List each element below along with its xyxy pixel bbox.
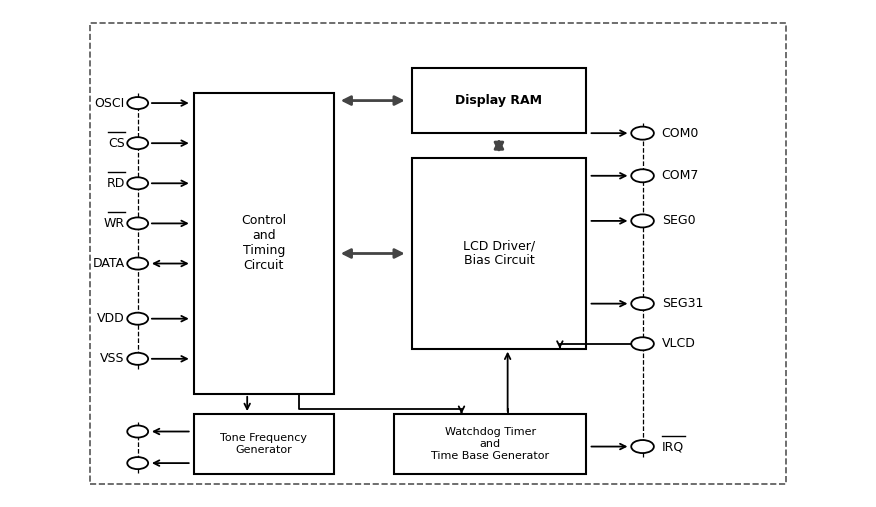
Bar (194, 414, 334, 474)
Text: VSS: VSS (100, 352, 124, 366)
Circle shape (632, 214, 653, 228)
Circle shape (127, 177, 148, 189)
Circle shape (127, 425, 148, 438)
Circle shape (632, 169, 653, 183)
Circle shape (127, 218, 148, 230)
Text: VDD: VDD (97, 312, 124, 325)
Text: CS: CS (108, 137, 124, 150)
Text: SEG31: SEG31 (661, 297, 703, 310)
Bar (394, 414, 586, 474)
Text: RD: RD (106, 177, 124, 190)
Text: DATA: DATA (93, 257, 124, 270)
Text: VLCD: VLCD (661, 337, 696, 350)
Circle shape (127, 97, 148, 109)
Circle shape (632, 127, 653, 139)
Circle shape (632, 337, 653, 350)
Bar (194, 93, 334, 394)
Circle shape (127, 313, 148, 324)
Text: LCD Driver/
Bias Circuit: LCD Driver/ Bias Circuit (463, 239, 535, 268)
Text: Watchdog Timer
and
Time Base Generator: Watchdog Timer and Time Base Generator (431, 427, 549, 461)
Text: COM0: COM0 (661, 127, 699, 139)
Circle shape (127, 457, 148, 469)
Text: COM7: COM7 (661, 169, 699, 183)
Circle shape (632, 297, 653, 310)
Text: Display RAM: Display RAM (456, 94, 542, 107)
Circle shape (127, 353, 148, 365)
Bar (412, 158, 586, 349)
Text: IRQ: IRQ (661, 440, 684, 453)
Circle shape (632, 440, 653, 453)
Circle shape (127, 258, 148, 270)
Text: Tone Frequency
Generator: Tone Frequency Generator (221, 433, 307, 455)
Text: Control
and
Timing
Circuit: Control and Timing Circuit (242, 214, 286, 272)
Circle shape (127, 137, 148, 149)
Bar (90, 23, 786, 484)
Text: WR: WR (103, 217, 124, 230)
Bar (412, 68, 586, 133)
Text: OSCI: OSCI (95, 96, 124, 110)
Text: SEG0: SEG0 (661, 214, 696, 228)
